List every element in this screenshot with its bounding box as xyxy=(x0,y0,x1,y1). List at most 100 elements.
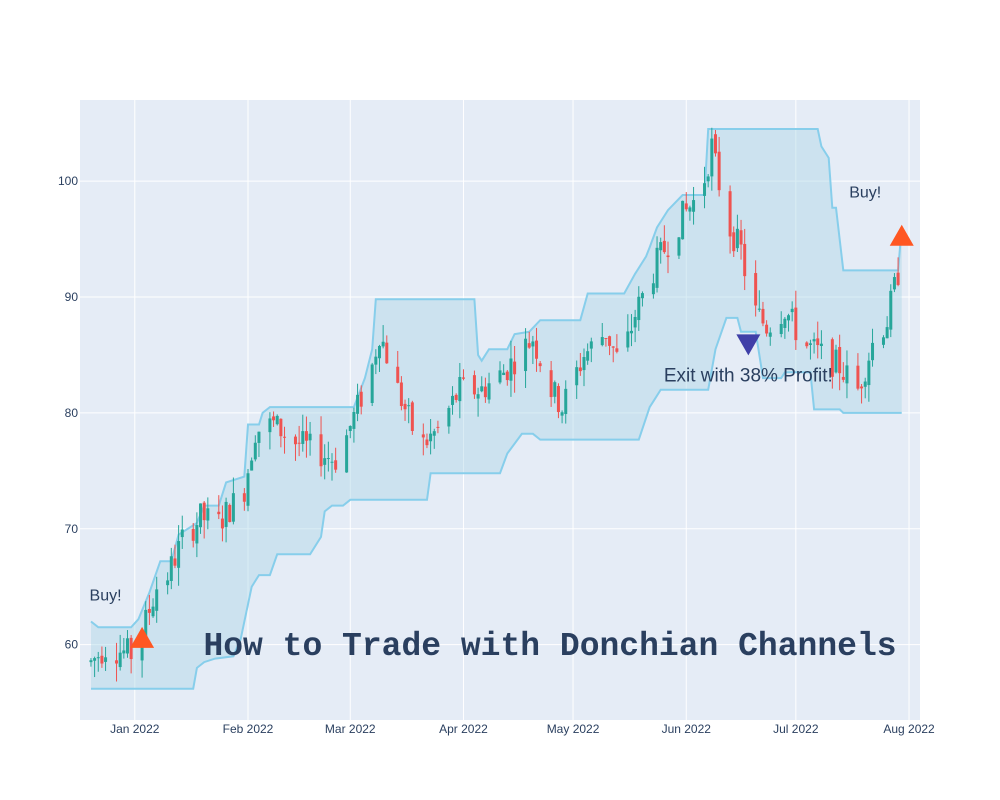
candle-body xyxy=(202,502,206,521)
candle-down xyxy=(403,399,407,421)
candle-up xyxy=(374,349,378,375)
candle-up xyxy=(155,576,159,623)
candle-body xyxy=(224,501,228,527)
gridlines xyxy=(80,100,920,720)
candle-body xyxy=(104,657,108,662)
candle-down xyxy=(856,353,860,391)
candle-down xyxy=(217,495,221,520)
candle-body xyxy=(757,308,761,310)
candle-down xyxy=(399,376,403,411)
exit-marker-icon xyxy=(736,334,761,356)
candle-down xyxy=(425,433,429,449)
candle-body xyxy=(231,493,235,522)
candle-up xyxy=(246,468,250,512)
candle-up xyxy=(476,387,480,417)
candle-body xyxy=(834,349,838,373)
candle-down xyxy=(549,361,553,407)
candle-body xyxy=(787,315,791,321)
candle-down xyxy=(272,411,276,427)
candle-body xyxy=(889,290,893,330)
candle-body xyxy=(892,277,896,290)
candle-down xyxy=(396,350,400,384)
candle-body xyxy=(421,434,425,438)
candle-down xyxy=(129,635,133,674)
candle-body xyxy=(308,433,312,441)
candle-up xyxy=(199,503,203,534)
candle-up xyxy=(268,412,272,450)
candle-body xyxy=(487,383,491,400)
candle-down xyxy=(283,426,287,454)
candle-body xyxy=(761,308,765,324)
candle-body xyxy=(177,541,181,568)
candle-body xyxy=(549,370,553,398)
candle-up xyxy=(275,414,279,426)
candle-down xyxy=(279,418,283,448)
candle-body xyxy=(845,365,849,384)
candle-body xyxy=(502,372,506,376)
candle-up xyxy=(166,572,170,595)
candle-up xyxy=(458,363,462,419)
candle-body xyxy=(217,511,221,515)
candle-down xyxy=(611,346,615,363)
candle-body xyxy=(129,637,133,660)
candle-down xyxy=(805,341,809,349)
candle-body xyxy=(370,364,374,403)
candle-body xyxy=(582,357,586,371)
candle-down xyxy=(297,425,301,457)
candle-up xyxy=(323,444,327,480)
candle-up xyxy=(330,453,334,481)
candle-body xyxy=(681,200,685,240)
candle-body xyxy=(334,460,338,470)
x-tick-label: Mar 2022 xyxy=(325,722,376,736)
chart-overlay-title: How to Trade with Donchian Channels xyxy=(203,628,896,665)
candle-body xyxy=(359,391,363,407)
candle-up xyxy=(407,398,411,424)
candle-down xyxy=(191,523,195,548)
candle-down xyxy=(739,219,743,260)
candle-body xyxy=(856,365,860,389)
candle-up xyxy=(783,317,787,339)
x-axis-ticks: Jan 2022 Feb 2022 Mar 2022 Apr 2022 May 2022… xyxy=(110,722,935,736)
candle-down xyxy=(513,345,517,393)
candle-up xyxy=(180,515,184,549)
candle-body xyxy=(410,402,414,431)
candle-body xyxy=(250,460,254,471)
candle-body xyxy=(345,435,349,473)
candle-down xyxy=(535,327,539,372)
candle-up xyxy=(531,335,535,365)
candle-body xyxy=(513,361,517,375)
candle-down xyxy=(608,335,612,356)
y-tick-label: 70 xyxy=(65,522,79,536)
candle-body xyxy=(717,151,721,191)
candle-up xyxy=(812,332,816,354)
candle-up xyxy=(889,284,893,338)
candle-up xyxy=(703,166,707,209)
candle-down xyxy=(615,334,619,354)
candle-up xyxy=(151,598,155,618)
candle-body xyxy=(173,558,177,566)
candle-down xyxy=(334,447,338,473)
candle-body xyxy=(765,324,769,334)
signal-markers: Buy! Exit with 38% Profit! Buy! xyxy=(90,184,914,648)
candle-body xyxy=(885,327,889,339)
candle-up xyxy=(710,127,714,191)
candle-down xyxy=(304,416,308,458)
candle-body xyxy=(896,272,900,285)
candle-body xyxy=(684,203,688,210)
y-tick-label: 100 xyxy=(58,174,78,188)
candle-up xyxy=(96,651,100,672)
candle-down xyxy=(841,362,845,383)
candle-body xyxy=(476,394,480,399)
candle-up xyxy=(790,301,794,322)
candle-up xyxy=(779,311,783,338)
candle-up xyxy=(582,348,586,387)
candle-body xyxy=(399,382,403,407)
candle-body xyxy=(553,382,557,397)
candle-up xyxy=(509,340,513,397)
candle-body xyxy=(816,338,820,346)
candle-body xyxy=(166,580,170,586)
candle-body xyxy=(89,660,93,663)
candle-body xyxy=(330,461,334,463)
candle-down xyxy=(436,420,440,434)
candle-body xyxy=(860,386,864,389)
